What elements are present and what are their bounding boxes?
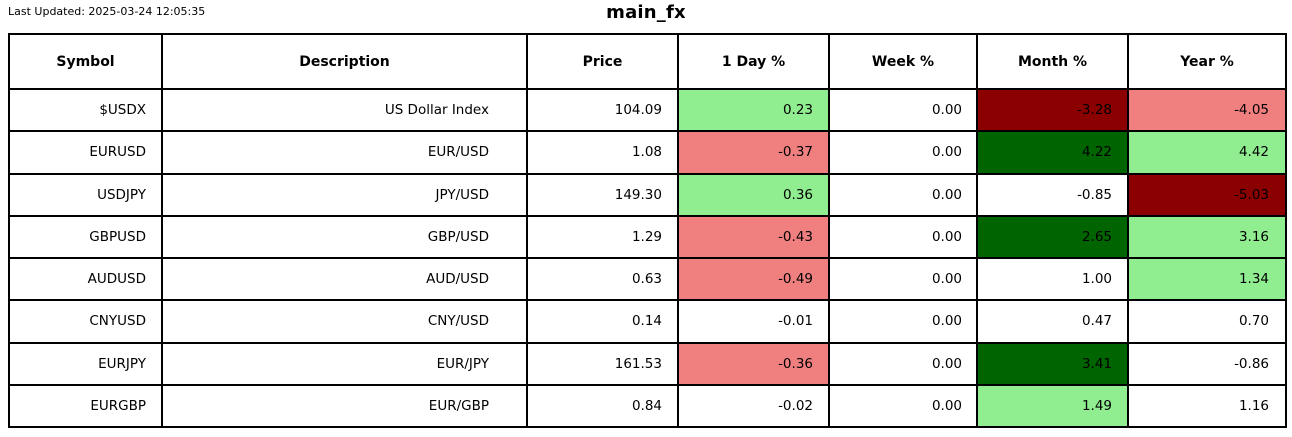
- cell-month-pct: -3.28: [976, 87, 1129, 133]
- column-header-price: Price: [526, 33, 679, 90]
- cell-year-pct: 0.70: [1127, 299, 1287, 344]
- cell-month-pct: 4.22: [976, 130, 1129, 175]
- cell-description: GBP/USD: [161, 214, 528, 260]
- table-row: GBPUSD GBP/USD 1.29 -0.43 0.00 2.65 3.16: [8, 214, 1287, 260]
- cell-month-pct: 1.00: [976, 256, 1129, 302]
- table-row: EURUSD EUR/USD 1.08 -0.37 0.00 4.22 4.42: [8, 130, 1287, 175]
- cell-description: EUR/JPY: [161, 341, 528, 386]
- cell-year-pct: 1.16: [1127, 383, 1287, 429]
- fx-table: Symbol Description Price 1 Day % Week % …: [8, 33, 1287, 429]
- cell-day-pct: -0.37: [677, 130, 830, 175]
- column-header-year-pct: Year %: [1127, 33, 1287, 90]
- cell-month-pct: 0.47: [976, 299, 1129, 344]
- cell-month-pct: -0.85: [976, 172, 1129, 217]
- cell-week-pct: 0.00: [828, 214, 978, 260]
- cell-description: EUR/USD: [161, 130, 528, 175]
- cell-week-pct: 0.00: [828, 341, 978, 386]
- cell-description: AUD/USD: [161, 256, 528, 302]
- cell-week-pct: 0.00: [828, 299, 978, 344]
- cell-day-pct: -0.01: [677, 299, 830, 344]
- cell-price: 104.09: [526, 87, 679, 133]
- cell-week-pct: 0.00: [828, 130, 978, 175]
- cell-symbol: AUDUSD: [8, 256, 163, 302]
- column-header-week-pct: Week %: [828, 33, 978, 90]
- cell-description: EUR/GBP: [161, 383, 528, 429]
- column-header-month-pct: Month %: [976, 33, 1129, 90]
- cell-price: 0.14: [526, 299, 679, 344]
- cell-symbol: CNYUSD: [8, 299, 163, 344]
- cell-symbol: USDJPY: [8, 172, 163, 217]
- header-row: Symbol Description Price 1 Day % Week % …: [8, 33, 1287, 90]
- cell-day-pct: -0.49: [677, 256, 830, 302]
- cell-day-pct: 0.23: [677, 87, 830, 133]
- cell-day-pct: -0.02: [677, 383, 830, 429]
- table-row: EURJPY EUR/JPY 161.53 -0.36 0.00 3.41 -0…: [8, 341, 1287, 386]
- cell-symbol: EURJPY: [8, 341, 163, 386]
- cell-month-pct: 3.41: [976, 341, 1129, 386]
- page-title: main_fx: [606, 2, 686, 23]
- column-header-symbol: Symbol: [8, 33, 163, 90]
- cell-day-pct: -0.43: [677, 214, 830, 260]
- cell-year-pct: -0.86: [1127, 341, 1287, 386]
- column-header-day-pct: 1 Day %: [677, 33, 830, 90]
- cell-price: 1.08: [526, 130, 679, 175]
- cell-description: US Dollar Index: [161, 87, 528, 133]
- cell-week-pct: 0.00: [828, 383, 978, 429]
- cell-price: 161.53: [526, 341, 679, 386]
- cell-price: 0.63: [526, 256, 679, 302]
- cell-day-pct: 0.36: [677, 172, 830, 217]
- table-row: EURGBP EUR/GBP 0.84 -0.02 0.00 1.49 1.16: [8, 383, 1287, 429]
- cell-price: 1.29: [526, 214, 679, 260]
- cell-description: JPY/USD: [161, 172, 528, 217]
- table-row: USDJPY JPY/USD 149.30 0.36 0.00 -0.85 -5…: [8, 172, 1287, 217]
- cell-week-pct: 0.00: [828, 172, 978, 217]
- cell-week-pct: 0.00: [828, 256, 978, 302]
- cell-week-pct: 0.00: [828, 87, 978, 133]
- cell-month-pct: 1.49: [976, 383, 1129, 429]
- cell-year-pct: 4.42: [1127, 130, 1287, 175]
- cell-day-pct: -0.36: [677, 341, 830, 386]
- table-row: AUDUSD AUD/USD 0.63 -0.49 0.00 1.00 1.34: [8, 256, 1287, 302]
- cell-month-pct: 2.65: [976, 214, 1129, 260]
- column-header-description: Description: [161, 33, 528, 90]
- table-row: $USDX US Dollar Index 104.09 0.23 0.00 -…: [8, 87, 1287, 133]
- cell-price: 0.84: [526, 383, 679, 429]
- cell-symbol: EURUSD: [8, 130, 163, 175]
- last-updated-text: Last Updated: 2025-03-24 12:05:35: [8, 5, 206, 18]
- cell-description: CNY/USD: [161, 299, 528, 344]
- cell-year-pct: -5.03: [1127, 172, 1287, 217]
- cell-year-pct: 3.16: [1127, 214, 1287, 260]
- cell-price: 149.30: [526, 172, 679, 217]
- table-row: CNYUSD CNY/USD 0.14 -0.01 0.00 0.47 0.70: [8, 299, 1287, 344]
- cell-symbol: $USDX: [8, 87, 163, 133]
- cell-symbol: EURGBP: [8, 383, 163, 429]
- cell-year-pct: -4.05: [1127, 87, 1287, 133]
- cell-symbol: GBPUSD: [8, 214, 163, 260]
- cell-year-pct: 1.34: [1127, 256, 1287, 302]
